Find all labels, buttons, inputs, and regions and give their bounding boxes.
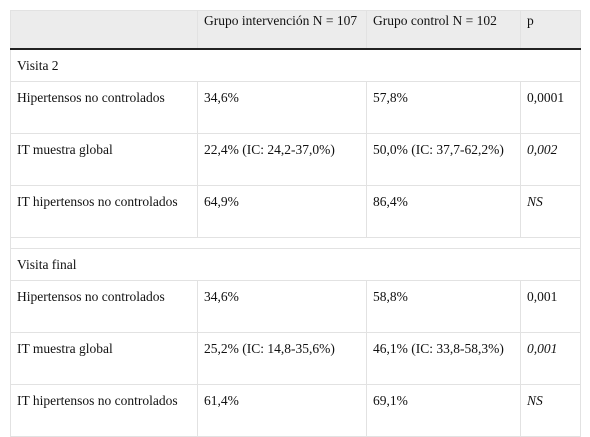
results-table: Grupo intervención N = 107 Grupo control…: [10, 10, 581, 437]
data-row: IT hipertensos no controlados 64,9% 86,4% N…: [10, 185, 581, 238]
data-cell: 57,8%: [366, 81, 521, 134]
row-label: Hipertensos no controlados: [10, 81, 198, 134]
header-cell: Grupo intervención N = 107: [197, 10, 367, 50]
data-cell: 25,2% (IC: 14,8-35,6%): [197, 332, 367, 385]
header-cell: p: [520, 10, 581, 50]
data-cell: 46,1% (IC: 33,8-58,3%): [366, 332, 521, 385]
row-label: IT muestra global: [10, 332, 198, 385]
spacer-cell: [10, 237, 581, 249]
data-row: IT muestra global 25,2% (IC: 14,8-35,6%) 4…: [10, 332, 581, 385]
data-cell: NS: [520, 185, 581, 238]
data-cell: 50,0% (IC: 37,7-62,2%): [366, 133, 521, 186]
table-body: Visita 2 Hipertensos no controlados 34,6% 5…: [10, 48, 581, 437]
data-cell: 0,002: [520, 133, 581, 186]
row-label: IT hipertensos no controlados: [10, 384, 198, 437]
data-cell: 58,8%: [366, 280, 521, 333]
spacer-row: [10, 237, 581, 249]
data-cell: 0,0001: [520, 81, 581, 134]
header-cell: [10, 10, 198, 50]
row-label: IT muestra global: [10, 133, 198, 186]
data-row: IT hipertensos no controlados 61,4% 69,1% N…: [10, 384, 581, 437]
header-cell: Grupo control N = 102: [366, 10, 521, 50]
data-cell: 61,4%: [197, 384, 367, 437]
row-label: Hipertensos no controlados: [10, 280, 198, 333]
data-cell: 86,4%: [366, 185, 521, 238]
data-row: Hipertensos no controlados 34,6% 58,8% 0,00…: [10, 280, 581, 333]
table-head: Grupo intervención N = 107 Grupo control…: [10, 10, 581, 50]
data-cell: 69,1%: [366, 384, 521, 437]
data-cell: 34,6%: [197, 81, 367, 134]
data-cell: 0,001: [520, 280, 581, 333]
section-title: Visita final: [10, 248, 581, 281]
section-row: Visita 2: [10, 48, 581, 82]
data-cell: NS: [520, 384, 581, 437]
data-cell: 64,9%: [197, 185, 367, 238]
data-row: Hipertensos no controlados 34,6% 57,8% 0,00…: [10, 81, 581, 134]
section-row: Visita final: [10, 248, 581, 281]
data-cell: 22,4% (IC: 24,2-37,0%): [197, 133, 367, 186]
row-label: IT hipertensos no controlados: [10, 185, 198, 238]
header-row: Grupo intervención N = 107 Grupo control…: [10, 10, 581, 50]
data-row: IT muestra global 22,4% (IC: 24,2-37,0%) 5…: [10, 133, 581, 186]
section-title: Visita 2: [10, 48, 581, 82]
data-cell: 0,001: [520, 332, 581, 385]
data-cell: 34,6%: [197, 280, 367, 333]
